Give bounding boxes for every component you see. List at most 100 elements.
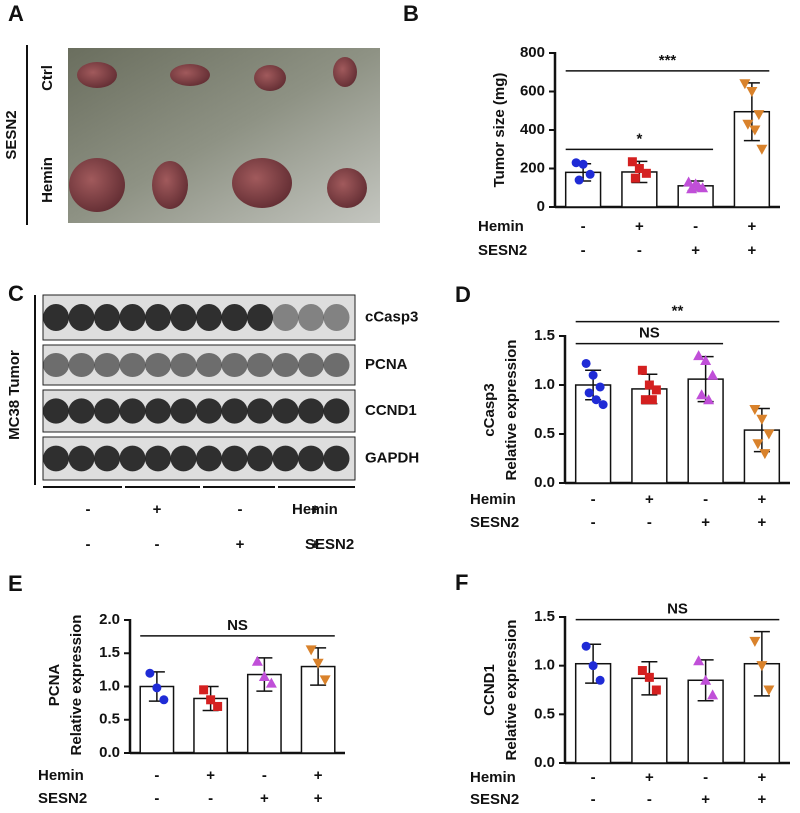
condition-value: + — [635, 218, 644, 235]
data-point — [693, 350, 705, 361]
condition-value: - — [86, 501, 91, 518]
tumor — [170, 64, 210, 86]
condition-label: Hemin — [292, 501, 338, 518]
condition-value: + — [757, 514, 766, 531]
data-point — [647, 395, 657, 405]
condition-value: + — [311, 501, 320, 518]
band — [94, 353, 120, 377]
band — [221, 304, 248, 331]
condition-value: + — [701, 791, 710, 808]
condition-value: - — [637, 242, 642, 259]
data-point — [312, 658, 324, 669]
condition-label: SESN2 — [305, 536, 354, 553]
band — [145, 353, 171, 377]
data-point — [581, 358, 591, 368]
y-tick-label: 800 — [520, 44, 545, 61]
tumor — [69, 158, 125, 212]
condition-value: - — [591, 769, 596, 786]
condition-value: + — [701, 514, 710, 531]
condition-label: Hemin — [470, 491, 516, 508]
band — [196, 398, 222, 424]
data-point — [305, 645, 317, 656]
data-point — [693, 655, 705, 666]
data-point — [756, 414, 768, 425]
band — [170, 353, 197, 377]
band — [247, 445, 273, 472]
data-point — [739, 79, 751, 90]
data-point — [700, 355, 712, 365]
condition-value: + — [747, 242, 756, 259]
y-tick-label: 1.5 — [534, 608, 555, 625]
y-tick-label: 600 — [520, 82, 545, 99]
data-point — [159, 695, 169, 705]
condition-value: + — [691, 242, 700, 259]
y-tick-label: 1.0 — [534, 376, 555, 393]
band — [170, 398, 197, 424]
row-label: Ctrl — [39, 65, 56, 91]
data-point — [634, 164, 644, 173]
data-point — [752, 439, 764, 450]
band — [94, 398, 120, 424]
row-label: Hemin — [39, 157, 56, 203]
data-point — [213, 701, 223, 711]
data-point — [591, 395, 601, 405]
y-axis-label: Relative expression — [68, 615, 85, 756]
data-point — [251, 655, 263, 666]
data-point — [145, 668, 155, 678]
condition-value: - — [155, 536, 160, 553]
data-point — [746, 87, 758, 97]
condition-value: - — [154, 790, 159, 807]
data-point — [749, 636, 761, 647]
condition-value: - — [238, 501, 243, 518]
data-point — [651, 385, 661, 395]
band — [247, 304, 273, 331]
condition-label: SESN2 — [478, 242, 527, 259]
side-label: MC38 Tumor — [6, 350, 23, 440]
y-axis-label: cCasp3 — [481, 383, 498, 436]
condition-value: - — [262, 767, 267, 784]
band — [272, 304, 299, 331]
band — [94, 445, 120, 472]
data-point — [693, 181, 705, 192]
band — [272, 445, 299, 472]
data-point — [595, 382, 605, 392]
band — [298, 445, 324, 472]
significance-label: *** — [659, 52, 677, 69]
band — [43, 445, 69, 472]
data-point — [707, 689, 719, 700]
condition-label: Hemin — [38, 767, 84, 784]
band — [247, 353, 273, 377]
data-point — [696, 389, 708, 400]
data-point — [763, 429, 775, 440]
band — [323, 304, 350, 331]
band — [196, 445, 222, 472]
condition-value: - — [591, 514, 596, 531]
band — [119, 398, 146, 424]
data-point — [700, 674, 712, 685]
band — [170, 304, 197, 331]
blot-label: GAPDH — [365, 449, 419, 466]
tumor — [254, 65, 286, 91]
condition-value: + — [314, 790, 323, 807]
band — [221, 398, 248, 424]
band — [119, 353, 146, 377]
band — [196, 353, 222, 377]
y-axis-label: Relative expression — [503, 340, 520, 481]
condition-value: - — [703, 769, 708, 786]
tumor — [152, 161, 188, 209]
y-axis-label: Relative expression — [503, 620, 520, 761]
condition-value: - — [647, 791, 652, 808]
data-point — [637, 365, 647, 375]
condition-label: Hemin — [470, 769, 516, 786]
band — [221, 445, 248, 472]
condition-value: + — [645, 491, 654, 508]
condition-value: + — [757, 791, 766, 808]
y-axis-label: Tumor size (mg) — [491, 73, 508, 188]
data-point — [581, 641, 591, 651]
tumor — [333, 57, 357, 87]
band — [298, 398, 324, 424]
data-point — [265, 677, 277, 688]
condition-value: + — [747, 218, 756, 235]
